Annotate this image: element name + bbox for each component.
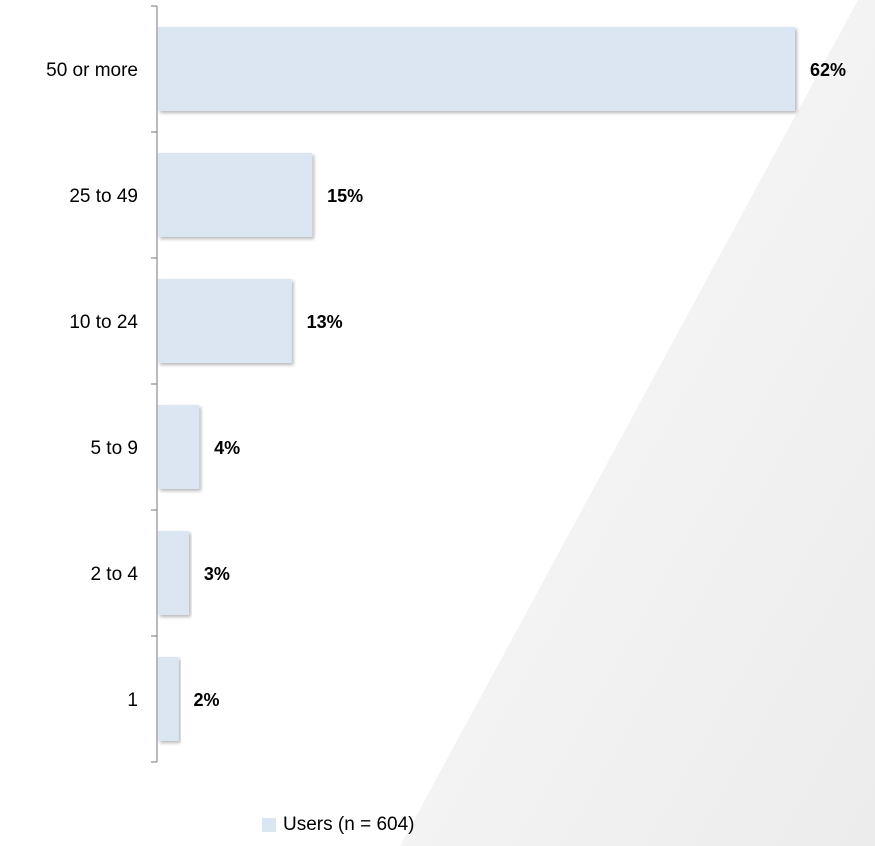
data-label-5: 2%	[194, 690, 220, 710]
legend-swatch	[262, 818, 276, 832]
bar-4	[158, 531, 189, 615]
data-label-3: 4%	[214, 438, 240, 458]
data-label-0: 62%	[810, 60, 846, 80]
category-label-2: 10 to 24	[69, 312, 138, 333]
category-label-0: 50 or more	[46, 60, 138, 81]
data-label-2: 13%	[307, 312, 343, 332]
bar-0	[158, 27, 795, 111]
bar-3	[158, 405, 200, 489]
chart-marks: 50 or more 62%25 to 49 15%10 to 24 13%5 to …	[46, 5, 846, 763]
legend-label: Users (n = 604)	[283, 814, 415, 835]
category-label-1: 25 to 49	[69, 186, 138, 207]
category-label-4: 2 to 4	[90, 564, 138, 585]
bar-2	[158, 279, 292, 363]
legend: Users (n = 604)	[262, 812, 414, 838]
category-label-3: 5 to 9	[90, 438, 138, 459]
bar-1	[158, 153, 313, 237]
background-wedge	[400, 0, 875, 846]
bar-5	[158, 657, 179, 741]
category-label-5: 1	[127, 690, 138, 711]
data-label-1: 15%	[327, 186, 363, 206]
data-label-4: 3%	[204, 564, 230, 584]
